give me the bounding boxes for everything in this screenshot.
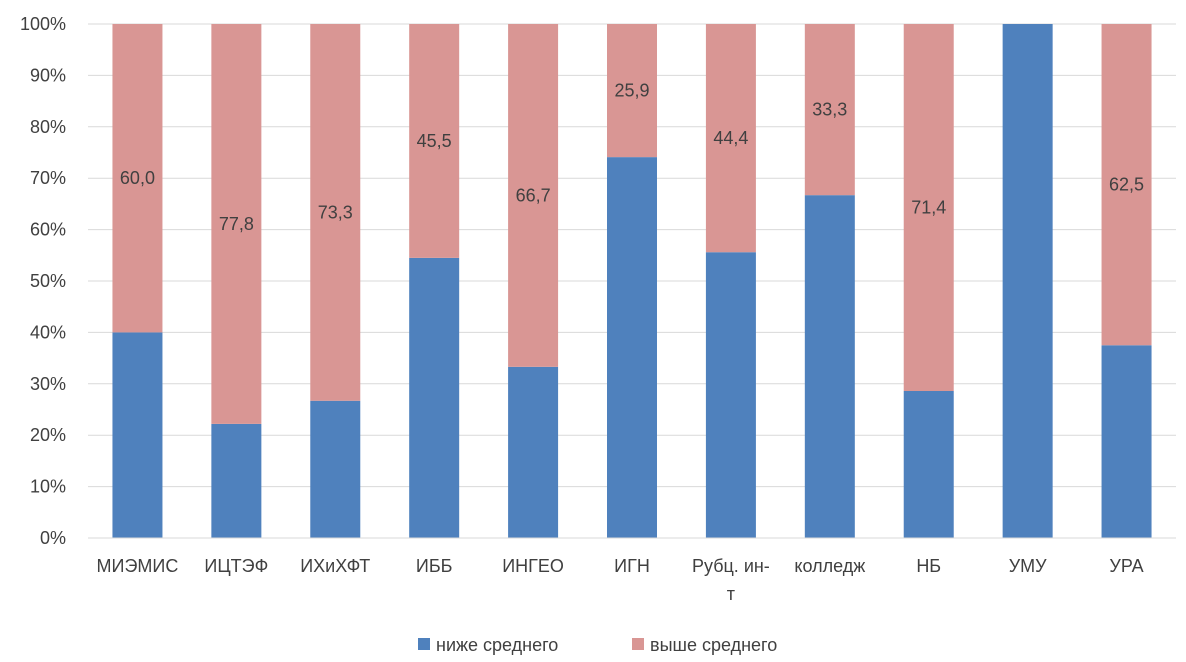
- y-tick-label: 70%: [30, 168, 66, 188]
- bar-segment-above-average: [607, 24, 657, 158]
- legend-entry: ниже среднего: [436, 635, 558, 655]
- bar-segment-above-average: [705, 24, 756, 253]
- y-tick-label: 10%: [30, 477, 66, 497]
- data-label: 71,4: [911, 197, 946, 217]
- y-tick-label: 100%: [20, 14, 66, 34]
- bar-segment-above-average: [1101, 24, 1152, 346]
- bar-segment-above-average: [508, 24, 559, 367]
- y-tick-label: 30%: [30, 374, 66, 394]
- data-label: 45,5: [417, 131, 452, 151]
- y-tick-label: 60%: [30, 220, 66, 240]
- x-category-label: МИЭМИС: [97, 556, 179, 576]
- bar-segment-below-average: [804, 195, 855, 539]
- bar-segment-below-average: [1101, 345, 1152, 538]
- bar-segment-below-average: [607, 157, 657, 538]
- bar-segment-below-average: [508, 366, 559, 538]
- y-tick-label: 20%: [30, 425, 66, 445]
- bar-segment-above-average: [310, 24, 361, 401]
- bar-segment-above-average: [211, 24, 262, 424]
- x-category-label: УМУ: [1009, 556, 1047, 576]
- data-label: 62,5: [1109, 175, 1144, 195]
- data-label: 60,0: [120, 168, 155, 188]
- x-category-label: НБ: [916, 556, 941, 576]
- legend-entry: выше среднего: [650, 635, 777, 655]
- x-category-label: ИХиХФТ: [300, 556, 370, 576]
- bar-segment-below-average: [1002, 24, 1053, 538]
- bar-segment-below-average: [409, 257, 460, 538]
- data-label: 66,7: [516, 185, 551, 205]
- y-tick-label: 40%: [30, 322, 66, 342]
- bar-segment-above-average: [409, 24, 460, 258]
- bar-segment-above-average: [903, 24, 954, 391]
- legend-swatch: [632, 638, 644, 650]
- y-tick-label: 0%: [40, 528, 66, 548]
- x-category-label: Рубц. ин-: [692, 556, 770, 576]
- x-category-label: ИГН: [614, 556, 650, 576]
- bar-segment-above-average: [804, 24, 855, 196]
- y-tick-label: 50%: [30, 271, 66, 291]
- data-label: 25,9: [614, 81, 649, 101]
- data-label: 73,3: [318, 202, 353, 222]
- x-category-label: ИЦТЭФ: [204, 556, 268, 576]
- data-label: 77,8: [219, 214, 254, 234]
- x-category-label: ИНГЕО: [502, 556, 564, 576]
- x-category-label: колледж: [794, 556, 865, 576]
- x-category-label: т: [727, 584, 735, 604]
- x-category-label: ИББ: [416, 556, 453, 576]
- bar-segment-below-average: [211, 423, 262, 538]
- data-label: 44,4: [713, 128, 748, 148]
- bar-segment-below-average: [705, 252, 756, 538]
- y-tick-label: 90%: [30, 65, 66, 85]
- bar-segment-below-average: [112, 332, 163, 538]
- y-tick-label: 80%: [30, 117, 66, 137]
- bar-segment-below-average: [903, 390, 954, 538]
- bar-segment-above-average: [112, 24, 163, 333]
- x-category-label: УРА: [1109, 556, 1143, 576]
- data-label: 33,3: [812, 100, 847, 120]
- bar-segment-below-average: [310, 400, 361, 538]
- legend-swatch: [418, 638, 430, 650]
